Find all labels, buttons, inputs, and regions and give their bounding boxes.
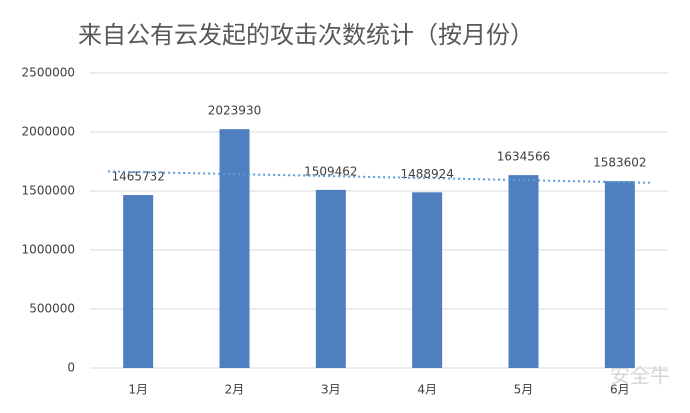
y-tick-label: 0 bbox=[67, 361, 75, 375]
y-tick-label: 1500000 bbox=[22, 184, 75, 198]
trendline bbox=[108, 170, 650, 184]
y-tick-label: 2500000 bbox=[22, 66, 75, 80]
data-label: 2023930 bbox=[208, 104, 261, 118]
y-tick-label: 2000000 bbox=[22, 125, 75, 139]
x-tick-label: 4月 bbox=[417, 383, 437, 397]
chart-title: 来自公有云发起的攻击次数统计（按月份） bbox=[78, 21, 534, 49]
x-tick-label: 6月 bbox=[610, 383, 630, 397]
bar bbox=[508, 175, 539, 368]
bar bbox=[123, 195, 154, 368]
x-tick-label: 1月 bbox=[128, 383, 148, 397]
bar bbox=[219, 129, 250, 368]
bar bbox=[604, 181, 635, 368]
bar bbox=[315, 189, 346, 368]
x-tick-label: 5月 bbox=[514, 383, 534, 397]
x-tick-label: 3月 bbox=[321, 383, 341, 397]
data-label: 1509462 bbox=[304, 164, 357, 178]
y-tick-label: 500000 bbox=[29, 302, 75, 316]
data-label: 1465732 bbox=[111, 170, 164, 184]
bar bbox=[412, 192, 443, 368]
data-label: 1634566 bbox=[497, 150, 550, 164]
y-tick-label: 1000000 bbox=[22, 243, 75, 257]
x-tick-label: 2月 bbox=[225, 383, 245, 397]
data-label: 1583602 bbox=[593, 156, 646, 170]
